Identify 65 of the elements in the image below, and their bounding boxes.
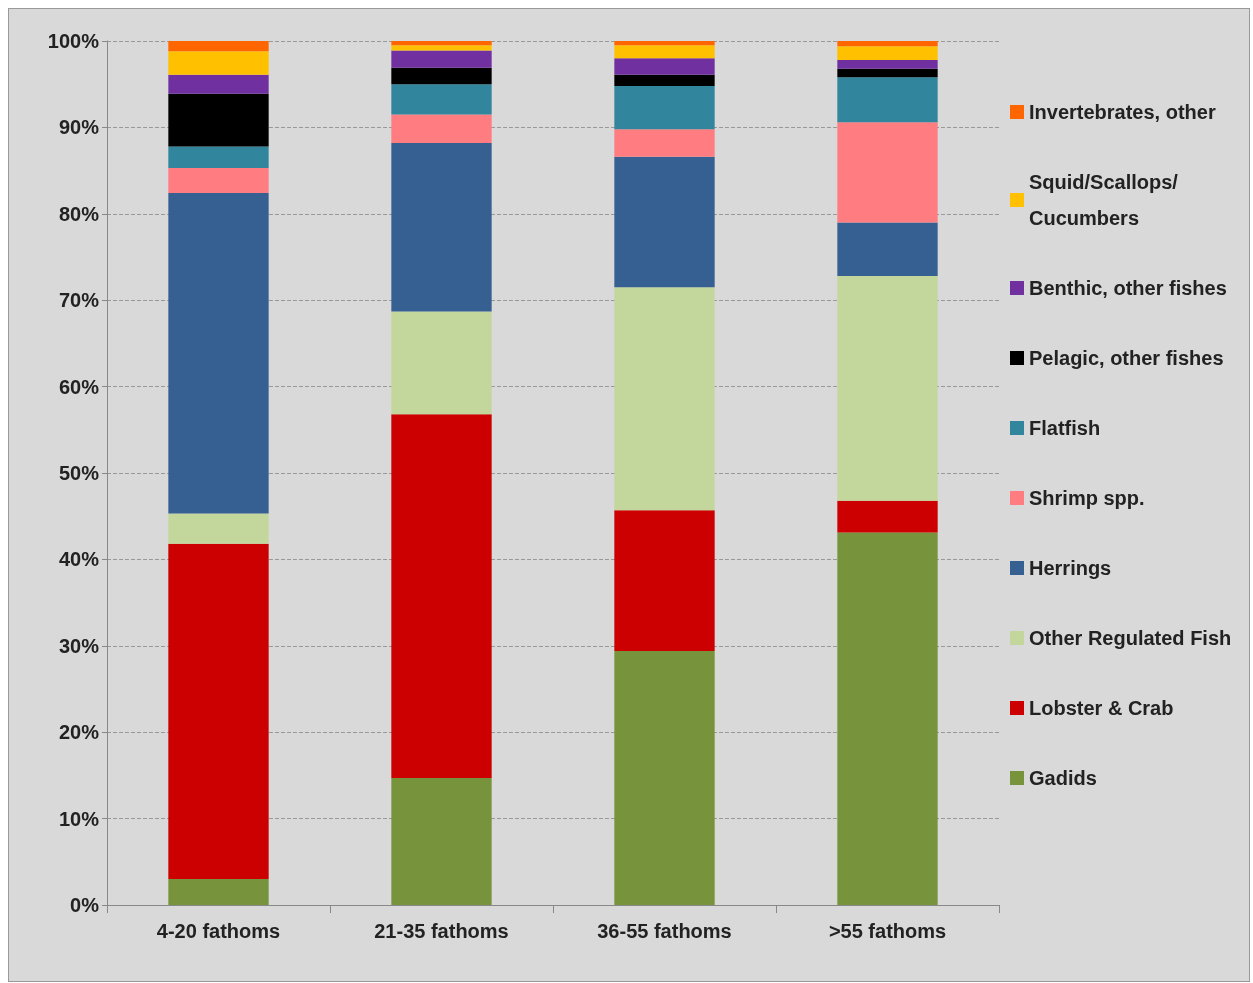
- bar: [168, 74, 269, 94]
- bar: [837, 276, 938, 501]
- bar: [391, 414, 492, 778]
- bar: [614, 650, 715, 905]
- bar: [614, 156, 715, 288]
- legend-label: Flatfish: [1029, 417, 1101, 439]
- y-tick-label: 70%: [58, 289, 100, 312]
- bar: [168, 51, 269, 75]
- x-tick-label: >55 fathoms: [828, 920, 947, 942]
- y-tick-label: 60%: [58, 375, 100, 398]
- y-tick-label: 50%: [58, 462, 100, 484]
- bar: [614, 58, 715, 75]
- bar: [837, 41, 938, 47]
- bar: [168, 168, 269, 194]
- bar: [614, 74, 715, 86]
- legend-label: Shrimp spp.: [1029, 487, 1145, 509]
- y-tick-label: 100%: [47, 30, 100, 52]
- bar: [614, 287, 715, 511]
- bar: [614, 510, 715, 651]
- y-tick-label: 90%: [58, 116, 100, 139]
- bar: [837, 222, 938, 277]
- legend-label: Other Regulated Fish: [1029, 627, 1232, 649]
- x-tick-label: 36-55 fathoms: [597, 920, 732, 942]
- bar: [168, 146, 269, 169]
- bar: [614, 129, 715, 157]
- legend-label: Squid/Scallops/ Cucumbers: [1029, 171, 1184, 229]
- bar: [391, 50, 492, 68]
- x-tick-label: 21-35 fathoms: [374, 920, 509, 942]
- bar: [614, 45, 715, 59]
- y-tick-label: 30%: [58, 634, 100, 657]
- bar: [168, 513, 269, 544]
- y-tick-label: 10%: [58, 807, 100, 830]
- legend-label: Benthic, other fishes: [1029, 277, 1227, 299]
- legend-label: Lobster & Crab: [1029, 697, 1174, 719]
- legend-label: Herrings: [1029, 557, 1112, 579]
- bar: [837, 532, 938, 905]
- bar: [391, 45, 492, 51]
- bar: [837, 77, 938, 123]
- bar: [168, 93, 269, 147]
- bar: [168, 41, 269, 52]
- bar: [391, 67, 492, 85]
- bar: [837, 500, 938, 533]
- y-tick-label: 40%: [58, 548, 100, 571]
- bar: [391, 41, 492, 46]
- y-tick-label: 0%: [70, 894, 100, 916]
- y-tick-label: 20%: [58, 721, 100, 744]
- bar: [837, 46, 938, 61]
- x-tick-label: 4-20 fathoms: [156, 920, 281, 942]
- bar: [614, 85, 715, 130]
- bar: [837, 60, 938, 69]
- bar: [168, 543, 269, 880]
- bar: [391, 311, 492, 415]
- legend-label: Gadids: [1029, 767, 1097, 789]
- bar: [614, 41, 715, 46]
- bar: [391, 777, 492, 905]
- legend-label: Pelagic, other fishes: [1029, 347, 1224, 369]
- legend-label: Invertebrates, other: [1029, 101, 1216, 123]
- bar: [168, 193, 269, 514]
- y-tick-label: 80%: [58, 202, 100, 225]
- bar: [391, 114, 492, 143]
- bar: [837, 68, 938, 78]
- bar: [837, 122, 938, 223]
- bar: [168, 879, 269, 905]
- bar: [391, 84, 492, 115]
- bar: [391, 142, 492, 312]
